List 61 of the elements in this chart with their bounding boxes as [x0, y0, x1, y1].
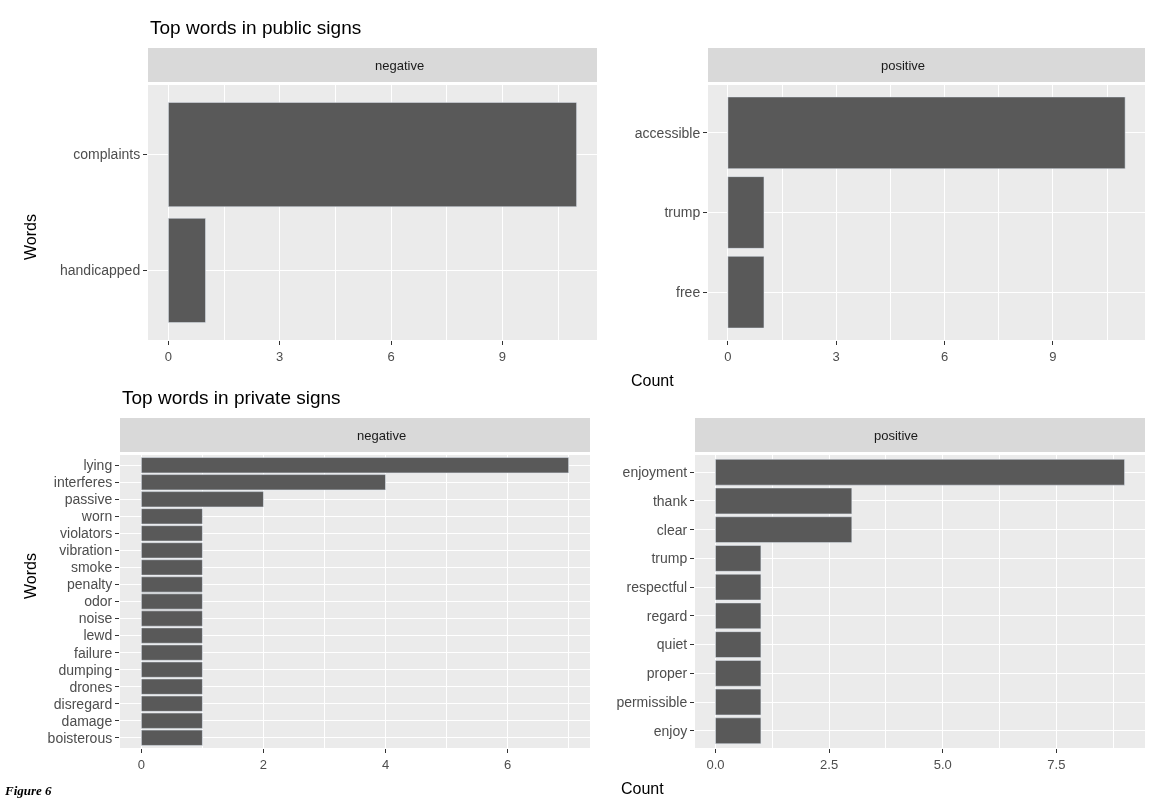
y-tick-label: failure — [74, 644, 113, 661]
y-tick-label: dumping — [58, 661, 113, 678]
x-tick-label: 2.5 — [820, 756, 839, 772]
x-tick-label: 4 — [381, 756, 390, 772]
x-tick-label: 2 — [259, 756, 268, 772]
y-tick-label: disregard — [53, 695, 113, 712]
chart-subtitle: negative — [375, 58, 425, 73]
y-tick-label: lying — [83, 457, 113, 474]
x-tick-label: 7.5 — [1047, 756, 1066, 772]
y-tick-label: quiet — [656, 636, 688, 653]
y-tick-label: clear — [656, 521, 688, 538]
y-tick-label: smoke — [70, 559, 113, 576]
y-tick-label: passive — [64, 491, 113, 508]
bar — [715, 545, 762, 572]
y-tick-label: lewd — [83, 627, 113, 644]
y-tick-label: interferes — [53, 474, 113, 491]
bar — [715, 631, 762, 658]
y-tick-label: thank — [652, 492, 689, 509]
x-tick-label: 6 — [387, 348, 395, 364]
x-tick-label: 9 — [498, 348, 506, 364]
y-tick-label: proper — [646, 665, 688, 682]
x-tick-label: 0.0 — [706, 756, 725, 772]
y-axis-title: Words — [22, 214, 39, 260]
chart-subtitle: positive — [881, 58, 926, 73]
x-axis-title: Count — [621, 780, 665, 797]
y-tick-label: accessible — [634, 124, 701, 141]
y-tick-label: worn — [80, 508, 113, 525]
y-tick-label: noise — [78, 610, 113, 627]
x-tick-label: 9 — [1049, 348, 1057, 364]
y-tick-label: damage — [61, 712, 113, 729]
x-tick-label: 6 — [940, 348, 949, 364]
y-tick-label: enjoy — [653, 722, 688, 739]
y-tick-label: penalty — [67, 576, 113, 593]
y-tick-label: permissible — [616, 693, 688, 710]
x-tick-label: 0 — [137, 756, 145, 772]
x-tick-label: 6 — [503, 756, 512, 772]
chart-title: Top words in public signs — [150, 17, 362, 38]
y-tick-label: respectful — [626, 579, 688, 596]
y-tick-label: complaints — [73, 146, 141, 163]
y-tick-label: vibration — [59, 542, 113, 559]
y-tick-label: trump — [651, 550, 688, 567]
y-tick-label: odor — [84, 593, 113, 610]
y-tick-label: handicapped — [60, 262, 141, 279]
y-tick-label: trump — [664, 204, 701, 221]
caption: Figure 6 — [4, 783, 53, 798]
y-tick-label: drones — [69, 678, 113, 695]
chart-title: Top words in private signs — [122, 387, 341, 408]
chart-subtitle: negative — [357, 428, 407, 443]
y-tick-label: free — [676, 284, 701, 301]
chart-subtitle: positive — [874, 428, 919, 443]
y-tick-label: regard — [646, 607, 688, 624]
y-tick-label: enjoyment — [622, 464, 688, 481]
x-tick-label: 3 — [276, 348, 284, 364]
y-axis-title: Words — [22, 553, 39, 599]
x-tick-label: 5.0 — [933, 756, 952, 772]
x-axis-title: Count — [631, 372, 675, 389]
y-tick-label: violators — [60, 525, 113, 542]
y-tick-label: boisterous — [47, 729, 113, 746]
x-tick-label: 3 — [832, 348, 840, 364]
x-tick-label: 0 — [724, 348, 732, 364]
x-tick-label: 0 — [164, 348, 173, 364]
